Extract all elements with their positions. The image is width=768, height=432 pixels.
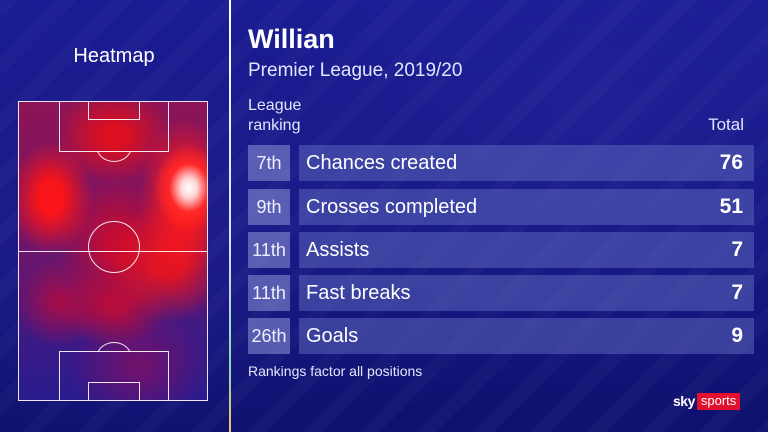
footnote: Rankings factor all positions	[248, 363, 423, 379]
league-ranking-header: League ranking	[248, 96, 328, 136]
six-yard-box-bottom	[88, 382, 140, 400]
stat-row: 7th Chances created 76	[248, 145, 754, 181]
rank-cell: 11th	[248, 275, 290, 311]
stat-label: Goals	[306, 324, 359, 347]
rank-cell: 11th	[248, 232, 290, 268]
penalty-box-top	[59, 102, 169, 152]
stat-row: 26th Goals 9	[248, 318, 754, 354]
stat-value: 51	[719, 195, 743, 218]
stat-value: 76	[719, 151, 743, 174]
competition-subtitle: Premier League, 2019/20	[248, 60, 463, 81]
stat-bar: Assists 7	[299, 232, 754, 268]
logo-sports: sports	[696, 392, 741, 410]
stat-label: Fast breaks	[306, 281, 411, 304]
total-header: Total	[708, 115, 744, 134]
panel-divider	[229, 0, 231, 432]
player-name: Willian	[248, 24, 335, 54]
stat-bar: Fast breaks 7	[299, 275, 754, 311]
logo-sky: sky	[673, 393, 695, 409]
rank-cell: 7th	[248, 145, 290, 181]
stat-value: 7	[731, 281, 743, 304]
stat-bar: Crosses completed 51	[299, 189, 754, 225]
stat-label: Crosses completed	[306, 195, 478, 218]
stat-row: 11th Fast breaks 7	[248, 275, 754, 311]
rank-cell: 9th	[248, 189, 290, 225]
stat-bar: Chances created 76	[299, 145, 754, 181]
stat-row: 11th Assists 7	[248, 232, 754, 268]
stat-row: 9th Crosses completed 51	[248, 189, 754, 225]
rank-header-line1: League	[248, 97, 302, 114]
heatmap-pitch	[18, 101, 208, 401]
heatmap-title: Heatmap	[73, 45, 155, 67]
sky-sports-logo: sky sports	[673, 392, 741, 410]
stat-value: 7	[731, 238, 743, 261]
stat-bar: Goals 9	[299, 318, 754, 354]
six-yard-box-top	[88, 102, 140, 120]
stat-label: Chances created	[306, 151, 458, 174]
centre-circle	[88, 221, 140, 273]
rank-header-line2: ranking	[248, 117, 301, 134]
stat-value: 9	[731, 324, 743, 347]
rank-cell: 26th	[248, 318, 290, 354]
stat-label: Assists	[306, 238, 370, 261]
